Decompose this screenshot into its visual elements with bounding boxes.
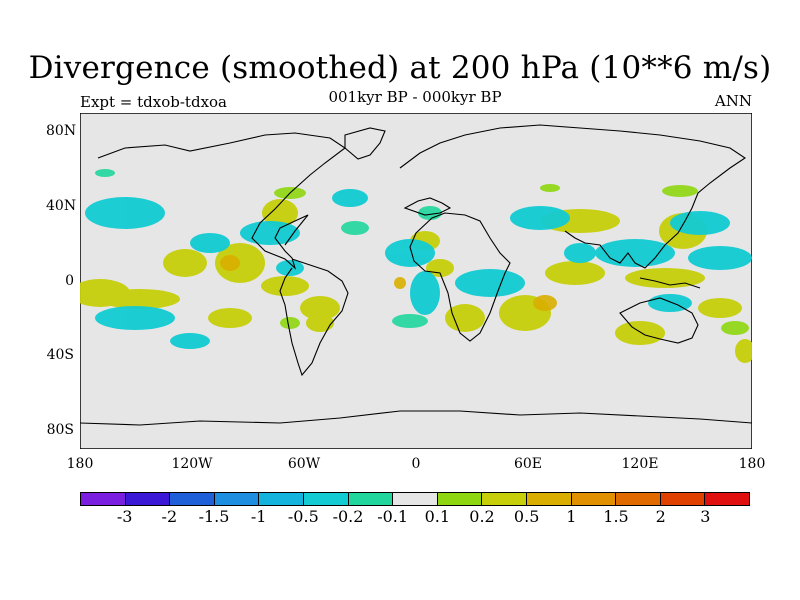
colorbar-label: -1 [250,507,267,526]
y-tick-label: 40S [46,347,74,363]
strong-positive-anomalies [220,255,557,311]
period-label: 001kyr BP - 000kyr BP [328,88,502,106]
x-tick-label: 120E [621,456,659,472]
x-tick-label: 0 [411,456,421,472]
colorbar-swatch [526,493,572,505]
y-tick-label: 80S [46,422,74,438]
colorbar-label: -0.2 [332,507,364,526]
colorbar-label: 0.2 [469,507,495,526]
colorbar-swatch [705,493,749,505]
colorbar-label: 3 [700,507,711,526]
colorbar-label: 1 [566,507,577,526]
coastlines [80,124,752,426]
colorbar-swatch [81,493,126,505]
colorbar-swatch [214,493,260,505]
colorbar-label: 0.5 [513,507,540,526]
colorbar-label: 2 [655,507,666,526]
season-label: ANN [714,92,752,110]
light-positive-anomalies [274,184,749,335]
x-tick-label: 60E [513,456,543,472]
colorbar-label: -3 [116,507,133,526]
colorbar-swatch [348,493,394,505]
colorbar-swatch [616,493,661,505]
colorbar-swatch [437,493,483,505]
colorbar-swatch [259,493,304,505]
colorbar-label: -2 [161,507,178,526]
colorbar-label: -0.1 [377,507,409,526]
colorbar-swatch [170,493,215,505]
colorbar [80,492,750,506]
x-tick-label: 60W [287,456,321,472]
colorbar-label: 0.1 [424,507,451,526]
map-svg [80,113,752,449]
colorbar-label: 1.5 [603,507,629,526]
x-tick-label: 180 [66,456,94,472]
colorbar-swatch [125,493,171,505]
colorbar-swatch [303,493,349,505]
negative-anomalies [85,189,752,349]
x-tick-label: 180 [738,456,766,472]
colorbar-label: -1.5 [198,507,230,526]
y-tick-label: 40N [46,198,77,214]
colorbar-swatch [482,493,527,505]
y-tick-label: 0 [65,273,74,289]
colorbar-swatch [393,493,438,505]
experiment-label: Expt = tdxob-tdxoa [80,93,227,111]
x-tick-label: 120W [171,456,213,472]
colorbar-swatch [571,493,617,505]
chart-title: Divergence (smoothed) at 200 hPa (10**6 … [28,50,772,86]
y-tick-label: 80N [46,123,77,139]
colorbar-label: -0.5 [287,507,319,526]
colorbar-swatch [660,493,706,505]
map-panel [80,113,752,449]
